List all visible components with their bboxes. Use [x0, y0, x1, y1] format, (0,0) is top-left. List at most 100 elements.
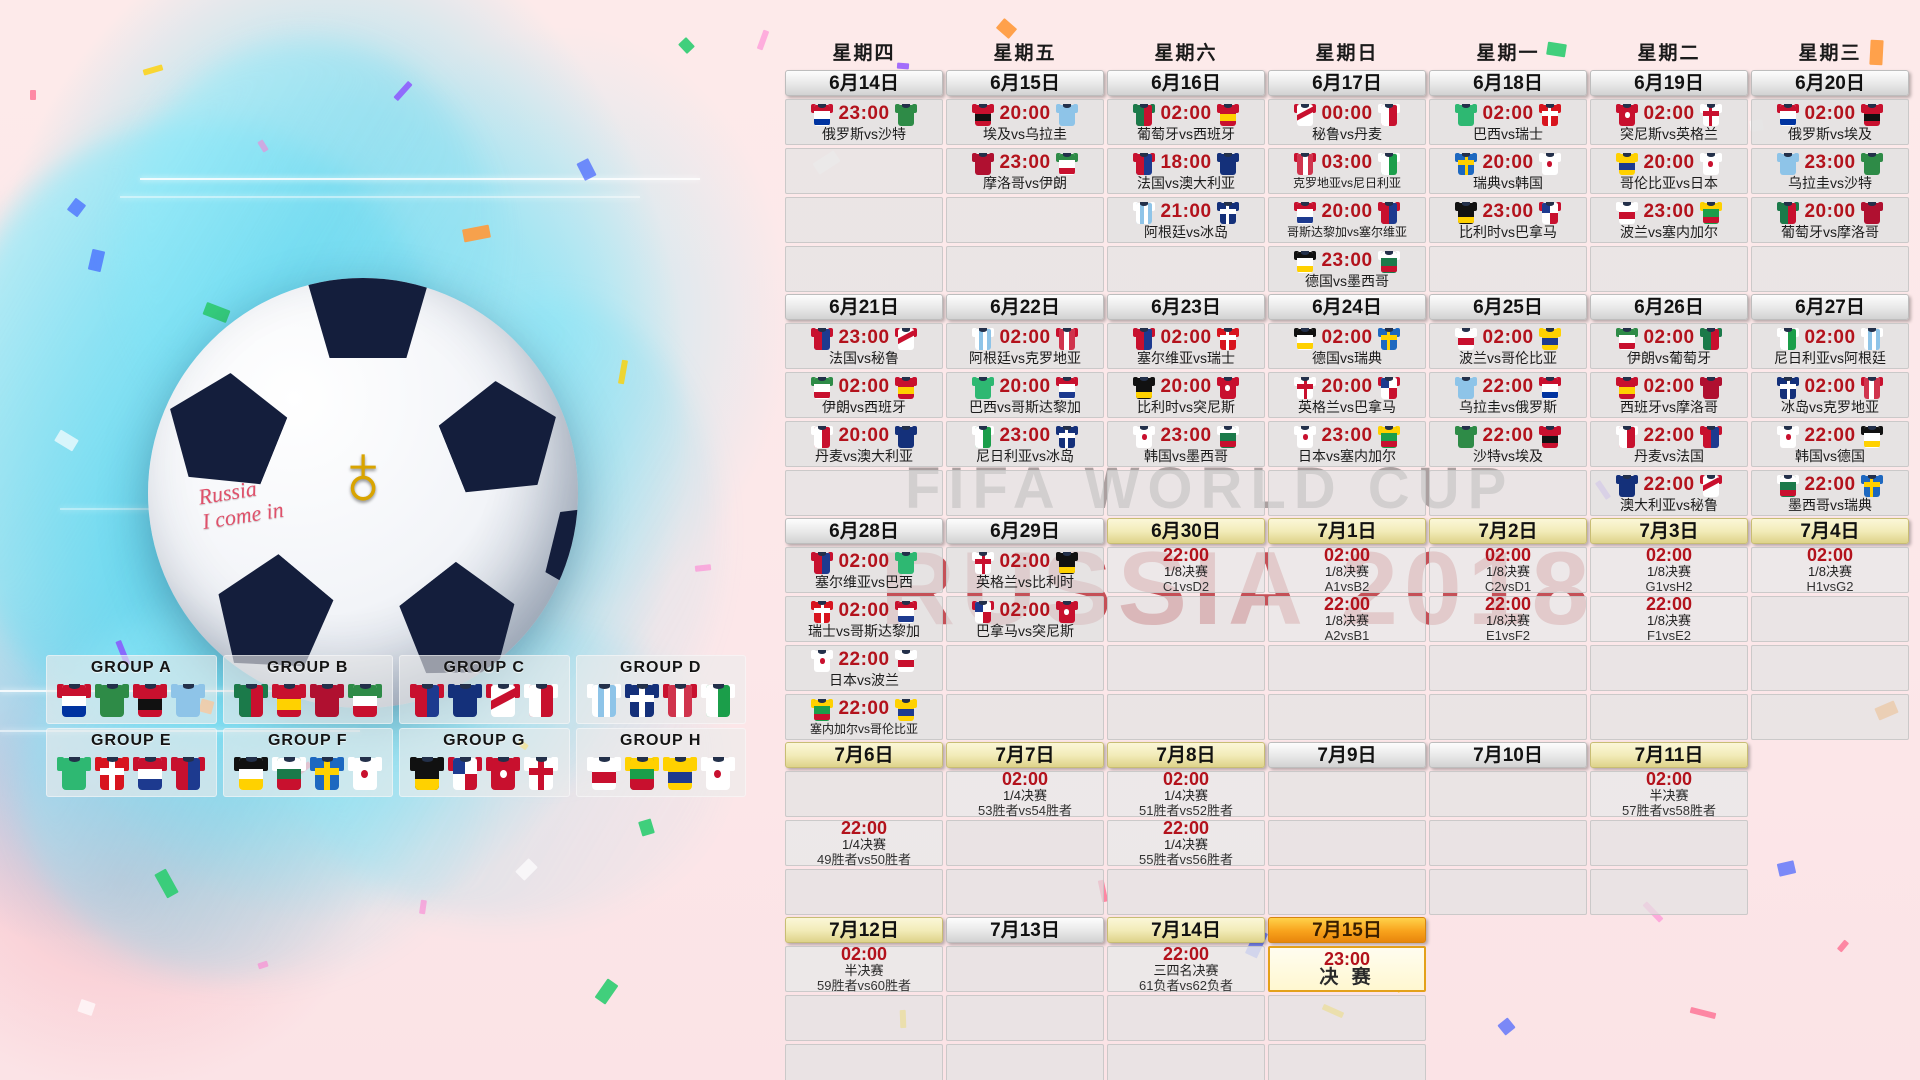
date-header[interactable]: 7月13日 [946, 917, 1104, 943]
knockout-match-cell[interactable]: 02:00 1/8决赛 H1vsG2 [1751, 546, 1909, 594]
date-header[interactable]: 7月14日 [1107, 917, 1265, 943]
group-match-cell[interactable]: 02:00 塞尔维亚vs瑞士 [1107, 323, 1265, 369]
group-match-cell[interactable]: 18:00 法国vs澳大利亚 [1107, 148, 1265, 194]
date-header[interactable]: 6月25日 [1429, 294, 1587, 320]
date-header[interactable]: 6月28日 [785, 518, 943, 544]
knockout-match-cell[interactable]: 22:00 1/8决赛 C1vsD2 [1107, 546, 1265, 594]
date-header[interactable]: 6月27日 [1751, 294, 1909, 320]
date-header[interactable]: 6月15日 [946, 70, 1104, 96]
group-match-cell[interactable]: 20:00 哥斯达黎加vs塞尔维亚 [1268, 197, 1426, 243]
group-match-cell[interactable]: 22:00 日本vs波兰 [785, 645, 943, 691]
date-header[interactable]: 7月9日 [1268, 742, 1426, 768]
group-match-cell[interactable]: 20:00 葡萄牙vs摩洛哥 [1751, 197, 1909, 243]
date-header[interactable]: 7月11日 [1590, 742, 1748, 768]
group-match-cell[interactable]: 02:00 德国vs瑞典 [1268, 323, 1426, 369]
date-header[interactable]: 6月23日 [1107, 294, 1265, 320]
date-header[interactable]: 7月15日 [1268, 917, 1426, 943]
knockout-match-cell[interactable]: 02:00 半决赛 57胜者vs58胜者 [1590, 770, 1748, 818]
date-header[interactable]: 7月4日 [1751, 518, 1909, 544]
date-header[interactable]: 7月10日 [1429, 742, 1587, 768]
group-match-cell[interactable]: 22:00 丹麦vs法国 [1590, 421, 1748, 467]
date-header[interactable]: 6月19日 [1590, 70, 1748, 96]
date-header[interactable]: 7月6日 [785, 742, 943, 768]
date-header[interactable]: 6月26日 [1590, 294, 1748, 320]
group-match-cell[interactable]: 22:00 塞内加尔vs哥伦比亚 [785, 694, 943, 740]
group-box-group-f[interactable]: GROUP F [222, 728, 393, 797]
date-header[interactable]: 6月16日 [1107, 70, 1265, 96]
final-match-cell[interactable]: 23:00 决 赛 [1268, 946, 1426, 992]
date-header[interactable]: 6月20日 [1751, 70, 1909, 96]
knockout-match-cell[interactable]: 02:00 1/4决赛 51胜者vs52胜者 [1107, 770, 1265, 818]
group-match-cell[interactable]: 02:00 瑞士vs哥斯达黎加 [785, 596, 943, 642]
date-header[interactable]: 6月18日 [1429, 70, 1587, 96]
group-match-cell[interactable]: 20:00 瑞典vs韩国 [1429, 148, 1587, 194]
group-match-cell[interactable]: 23:00 法国vs秘鲁 [785, 323, 943, 369]
group-match-cell[interactable]: 20:00 哥伦比亚vs日本 [1590, 148, 1748, 194]
group-match-cell[interactable]: 00:00 秘鲁vs丹麦 [1268, 99, 1426, 145]
group-match-cell[interactable]: 22:00 澳大利亚vs秘鲁 [1590, 470, 1748, 516]
group-match-cell[interactable]: 03:00 克罗地亚vs尼日利亚 [1268, 148, 1426, 194]
date-header[interactable]: 7月3日 [1590, 518, 1748, 544]
group-match-cell[interactable]: 20:00 比利时vs突尼斯 [1107, 372, 1265, 418]
knockout-match-cell[interactable]: 22:00 1/8决赛 F1vsE2 [1590, 595, 1748, 643]
group-match-cell[interactable]: 23:00 韩国vs墨西哥 [1107, 421, 1265, 467]
group-match-cell[interactable]: 21:00 阿根廷vs冰岛 [1107, 197, 1265, 243]
knockout-match-cell[interactable]: 22:00 1/4决赛 49胜者vs50胜者 [785, 819, 943, 867]
group-match-cell[interactable]: 23:00 德国vs墨西哥 [1268, 246, 1426, 292]
group-match-cell[interactable]: 02:00 尼日利亚vs阿根廷 [1751, 323, 1909, 369]
group-box-group-h[interactable]: GROUP H [575, 728, 746, 797]
group-match-cell[interactable]: 02:00 突尼斯vs英格兰 [1590, 99, 1748, 145]
group-match-cell[interactable]: 02:00 伊朗vs葡萄牙 [1590, 323, 1748, 369]
date-header[interactable]: 6月22日 [946, 294, 1104, 320]
group-match-cell[interactable]: 22:00 乌拉圭vs俄罗斯 [1429, 372, 1587, 418]
date-header[interactable]: 6月24日 [1268, 294, 1426, 320]
date-header[interactable]: 7月12日 [785, 917, 943, 943]
group-match-cell[interactable]: 02:00 西班牙vs摩洛哥 [1590, 372, 1748, 418]
knockout-match-cell[interactable]: 22:00 三四名决赛 61负者vs62负者 [1107, 945, 1265, 993]
knockout-match-cell[interactable]: 02:00 1/8决赛 C2vsD1 [1429, 546, 1587, 594]
group-box-group-c[interactable]: GROUP C [399, 655, 570, 724]
group-match-cell[interactable]: 02:00 阿根廷vs克罗地亚 [946, 323, 1104, 369]
date-header[interactable]: 6月29日 [946, 518, 1104, 544]
date-header[interactable]: 6月21日 [785, 294, 943, 320]
group-match-cell[interactable]: 20:00 巴西vs哥斯达黎加 [946, 372, 1104, 418]
group-box-group-g[interactable]: GROUP G [399, 728, 570, 797]
knockout-match-cell[interactable]: 22:00 1/4决赛 55胜者vs56胜者 [1107, 819, 1265, 867]
group-match-cell[interactable]: 02:00 俄罗斯vs埃及 [1751, 99, 1909, 145]
group-match-cell[interactable]: 23:00 日本vs塞内加尔 [1268, 421, 1426, 467]
group-box-group-d[interactable]: GROUP D [575, 655, 746, 724]
knockout-match-cell[interactable]: 22:00 1/8决赛 E1vsF2 [1429, 595, 1587, 643]
knockout-match-cell[interactable]: 02:00 1/8决赛 G1vsH2 [1590, 546, 1748, 594]
group-match-cell[interactable]: 02:00 冰岛vs克罗地亚 [1751, 372, 1909, 418]
group-match-cell[interactable]: 02:00 葡萄牙vs西班牙 [1107, 99, 1265, 145]
date-header[interactable]: 6月30日 [1107, 518, 1265, 544]
group-match-cell[interactable]: 02:00 塞尔维亚vs巴西 [785, 547, 943, 593]
group-match-cell[interactable]: 20:00 埃及vs乌拉圭 [946, 99, 1104, 145]
date-header[interactable]: 7月1日 [1268, 518, 1426, 544]
group-match-cell[interactable]: 23:00 俄罗斯vs沙特 [785, 99, 943, 145]
group-match-cell[interactable]: 22:00 韩国vs德国 [1751, 421, 1909, 467]
date-header[interactable]: 7月2日 [1429, 518, 1587, 544]
date-header[interactable]: 6月14日 [785, 70, 943, 96]
group-match-cell[interactable]: 22:00 墨西哥vs瑞典 [1751, 470, 1909, 516]
group-match-cell[interactable]: 02:00 巴西vs瑞士 [1429, 99, 1587, 145]
group-box-group-b[interactable]: GROUP B [222, 655, 393, 724]
group-box-group-e[interactable]: GROUP E [46, 728, 217, 797]
knockout-match-cell[interactable]: 02:00 1/8决赛 A1vsB2 [1268, 546, 1426, 594]
date-header[interactable]: 7月7日 [946, 742, 1104, 768]
group-match-cell[interactable]: 23:00 比利时vs巴拿马 [1429, 197, 1587, 243]
group-match-cell[interactable]: 23:00 波兰vs塞内加尔 [1590, 197, 1748, 243]
group-match-cell[interactable]: 23:00 尼日利亚vs冰岛 [946, 421, 1104, 467]
group-box-group-a[interactable]: GROUP A [46, 655, 217, 724]
group-match-cell[interactable]: 02:00 巴拿马vs突尼斯 [946, 596, 1104, 642]
group-match-cell[interactable]: 02:00 波兰vs哥伦比亚 [1429, 323, 1587, 369]
group-match-cell[interactable]: 20:00 英格兰vs巴拿马 [1268, 372, 1426, 418]
date-header[interactable]: 7月8日 [1107, 742, 1265, 768]
group-match-cell[interactable]: 23:00 摩洛哥vs伊朗 [946, 148, 1104, 194]
group-match-cell[interactable]: 02:00 伊朗vs西班牙 [785, 372, 943, 418]
group-match-cell[interactable]: 20:00 丹麦vs澳大利亚 [785, 421, 943, 467]
group-match-cell[interactable]: 23:00 乌拉圭vs沙特 [1751, 148, 1909, 194]
knockout-match-cell[interactable]: 22:00 1/8决赛 A2vsB1 [1268, 595, 1426, 643]
group-match-cell[interactable]: 02:00 英格兰vs比利时 [946, 547, 1104, 593]
group-match-cell[interactable]: 22:00 沙特vs埃及 [1429, 421, 1587, 467]
